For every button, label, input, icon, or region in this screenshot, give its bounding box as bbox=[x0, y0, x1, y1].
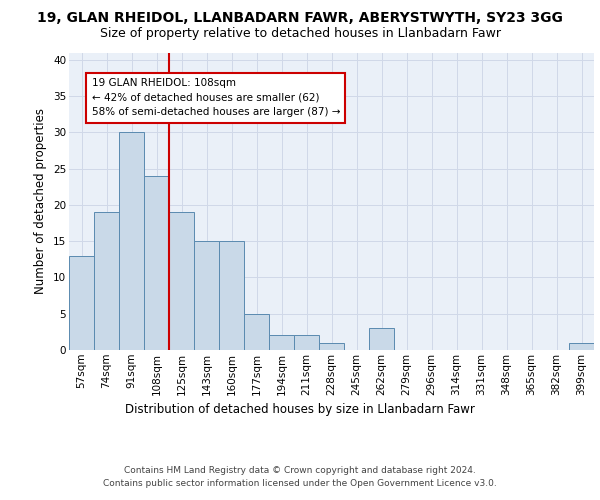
Bar bbox=[169, 212, 194, 350]
Bar bbox=[119, 132, 144, 350]
Text: Contains HM Land Registry data © Crown copyright and database right 2024.
Contai: Contains HM Land Registry data © Crown c… bbox=[103, 466, 497, 487]
Text: Size of property relative to detached houses in Llanbadarn Fawr: Size of property relative to detached ho… bbox=[100, 28, 500, 40]
Bar bbox=[269, 336, 294, 350]
Bar bbox=[69, 256, 94, 350]
Y-axis label: Number of detached properties: Number of detached properties bbox=[34, 108, 47, 294]
Bar bbox=[569, 342, 594, 350]
Text: 19, GLAN RHEIDOL, LLANBADARN FAWR, ABERYSTWYTH, SY23 3GG: 19, GLAN RHEIDOL, LLANBADARN FAWR, ABERY… bbox=[37, 11, 563, 25]
Bar bbox=[144, 176, 169, 350]
Bar bbox=[244, 314, 269, 350]
Text: Distribution of detached houses by size in Llanbadarn Fawr: Distribution of detached houses by size … bbox=[125, 402, 475, 415]
Bar bbox=[319, 342, 344, 350]
Bar bbox=[294, 336, 319, 350]
Bar bbox=[194, 241, 219, 350]
Bar bbox=[369, 328, 394, 350]
Bar bbox=[219, 241, 244, 350]
Bar bbox=[94, 212, 119, 350]
Text: 19 GLAN RHEIDOL: 108sqm
← 42% of detached houses are smaller (62)
58% of semi-de: 19 GLAN RHEIDOL: 108sqm ← 42% of detache… bbox=[91, 78, 340, 118]
